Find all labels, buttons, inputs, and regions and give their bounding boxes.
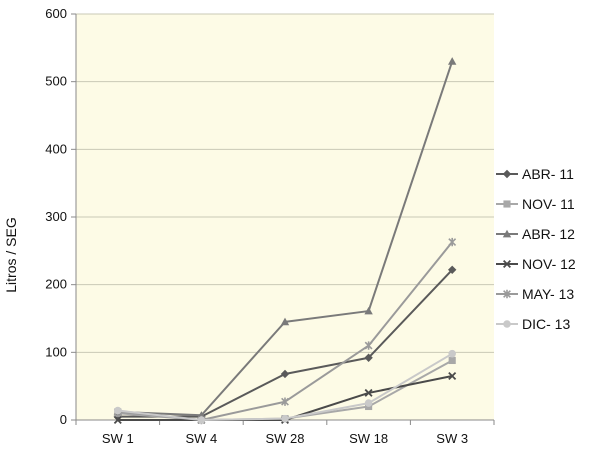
legend-label: NOV- 11	[522, 196, 575, 212]
y-tick-label: 400	[45, 141, 67, 156]
data-point	[197, 416, 206, 424]
legend-item: ABR- 11	[496, 166, 574, 182]
y-tick-label: 0	[60, 412, 67, 427]
data-point	[364, 341, 373, 350]
y-tick-label: 300	[45, 209, 67, 224]
data-point	[503, 320, 511, 328]
data-point	[503, 289, 511, 299]
data-point	[503, 200, 511, 208]
legend-item: NOV- 11	[496, 196, 575, 212]
y-tick-label: 200	[45, 277, 67, 292]
data-point	[114, 406, 122, 415]
data-point	[502, 229, 512, 238]
legend-item: DIC- 13	[496, 316, 570, 332]
data-point	[113, 416, 122, 424]
series-layer	[113, 57, 457, 425]
y-tick-label: 500	[45, 74, 67, 89]
legend-label: ABR- 11	[522, 166, 574, 182]
x-tick-label: SW 28	[265, 431, 304, 446]
data-point	[280, 369, 290, 379]
x-tick-label: SW 4	[186, 431, 218, 446]
legend-item: MAY- 13	[496, 286, 574, 302]
data-point	[280, 317, 290, 326]
x-tick-label: SW 18	[349, 431, 388, 446]
y-axis-title: Litros / SEG	[3, 217, 19, 292]
data-point	[503, 260, 511, 268]
legend: ABR- 11 NOV- 11 ABR- 12 NOV- 12 MAY- 13 DIC- …	[496, 166, 576, 332]
legend-item: NOV- 12	[496, 256, 576, 272]
data-point	[364, 353, 373, 362]
data-point	[448, 349, 456, 358]
legend-label: DIC- 13	[522, 316, 570, 332]
legend-item: ABR- 12	[496, 226, 575, 242]
y-tick-label: 600	[45, 6, 67, 21]
series-dic-13	[114, 349, 456, 424]
data-point	[448, 57, 457, 65]
data-point	[448, 356, 456, 365]
x-tick-label: SW 1	[102, 431, 134, 446]
legend-label: ABR- 12	[522, 226, 575, 242]
data-point	[364, 388, 373, 397]
data-point	[502, 169, 512, 179]
data-point	[281, 414, 289, 423]
y-axis-ticks: 0 100 200 300 400 500 600	[45, 6, 77, 427]
data-point	[448, 372, 457, 381]
data-point	[281, 397, 289, 406]
data-point	[448, 237, 457, 247]
x-tick-label: SW 3	[436, 431, 468, 446]
x-axis-ticks: SW 1 SW 4 SW 28 SW 18 SW 3	[75, 420, 495, 446]
y-tick-label: 100	[45, 344, 67, 359]
data-point	[364, 306, 373, 315]
data-point	[448, 265, 457, 274]
legend-label: NOV- 12	[522, 256, 576, 272]
data-point	[364, 399, 373, 407]
legend-label: MAY- 13	[522, 286, 574, 302]
